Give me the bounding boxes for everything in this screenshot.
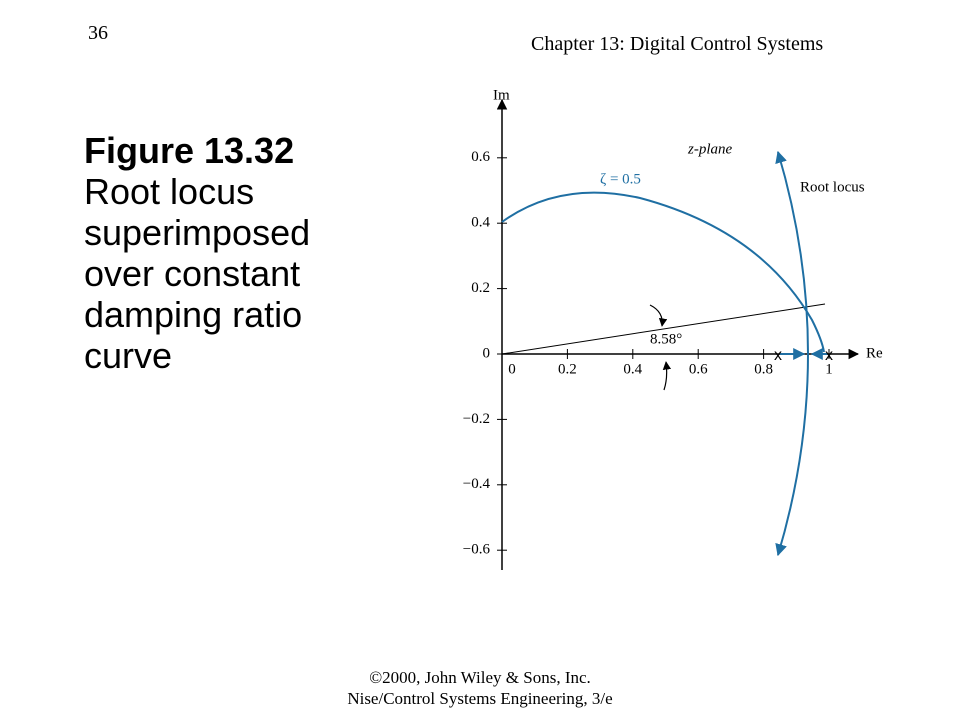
y-tick-label: 0.4: [471, 215, 490, 231]
caption-line: damping ratio: [84, 294, 303, 335]
figure-title: Figure 13.32: [84, 130, 295, 171]
y-axis-label: Im: [493, 87, 510, 103]
x-tick-label: 0.8: [754, 361, 773, 377]
y-tick-label: −0.6: [463, 542, 491, 558]
caption-line: superimposed: [84, 212, 311, 253]
y-tick-label: −0.2: [463, 411, 490, 427]
y-tick-label: 0.2: [471, 280, 490, 296]
angle-arrow: [649, 304, 668, 327]
caption-line: Root locus: [84, 171, 255, 212]
angle-label: 8.58°: [650, 331, 682, 347]
y-tick-label: 0.6: [471, 149, 490, 165]
x-tick-label: 1: [825, 361, 833, 377]
caption-line: over constant: [84, 253, 301, 294]
zeta-curve: [501, 191, 825, 353]
y-tick-label: 0: [483, 345, 491, 361]
x-tick-label: 0.2: [558, 361, 577, 377]
header: Chapter 13: Digital Control Systems: [531, 33, 824, 55]
pole: x: [774, 347, 782, 364]
x-tick-label: 0.6: [689, 361, 708, 377]
damping-line: [501, 303, 826, 355]
y-tick-label: −0.4: [463, 476, 491, 492]
root-locus: [775, 150, 809, 557]
curve-label: ζ = 0.5: [600, 171, 641, 187]
plane-label: z-plane: [687, 141, 733, 157]
footer-line: Nise/Control Systems Engineering, 3/e: [347, 689, 613, 708]
x-axis-label: Re: [866, 345, 883, 361]
locus-label: Root locus: [800, 179, 865, 195]
footer-line: ©2000, John Wiley & Sons, Inc.: [369, 668, 591, 687]
x-tick-label: 0.4: [623, 361, 642, 377]
angle-arrow: [662, 361, 672, 391]
x-tick-label: 0: [508, 361, 516, 377]
slide-number: 36: [88, 22, 108, 44]
caption-line: curve: [84, 335, 173, 376]
footer: ©2000, John Wiley & Sons, Inc. Nise/Cont…: [0, 667, 960, 709]
caption: Figure 13.32 Root locus superimposed ove…: [84, 130, 310, 376]
